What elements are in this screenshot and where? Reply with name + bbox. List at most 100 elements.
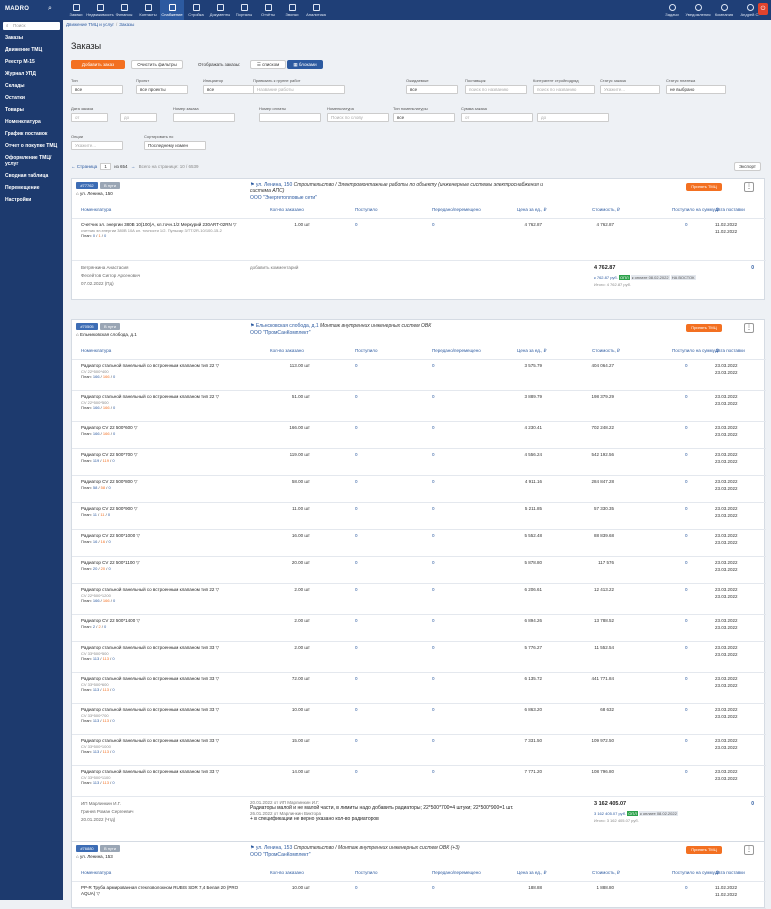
filter-input[interactable]: не выбрано bbox=[666, 85, 726, 94]
filter-input[interactable]: от bbox=[71, 113, 108, 122]
nav-item-9[interactable]: Звонки bbox=[280, 0, 304, 20]
order-number-badge[interactable]: #77762 bbox=[76, 182, 98, 189]
project-name[interactable]: ул. Ленина, 150 bbox=[255, 182, 293, 188]
sidebar-item[interactable]: Склады bbox=[5, 83, 25, 89]
item-moved[interactable]: 0 bbox=[432, 769, 435, 774]
nav-item-4[interactable]: Снабжение bbox=[160, 0, 184, 20]
item-paid[interactable]: 0 bbox=[685, 885, 688, 890]
item-paid[interactable]: 0 bbox=[685, 707, 688, 712]
order-number-badge[interactable]: #76880 bbox=[76, 845, 98, 852]
item-paid[interactable]: 0 bbox=[685, 645, 688, 650]
item-paid[interactable]: 0 bbox=[685, 506, 688, 511]
logout-icon[interactable]: ⏻ bbox=[758, 3, 768, 15]
nav-item-8[interactable]: Отчёты bbox=[256, 0, 280, 20]
sidebar-item[interactable]: Реестр М-15 bbox=[5, 59, 35, 65]
item-received[interactable]: 0 bbox=[355, 394, 358, 399]
sidebar-item[interactable]: Движение ТМЦ bbox=[5, 47, 43, 53]
item-name[interactable]: Радиатор CV 22 500*900 bbox=[81, 506, 133, 511]
item-received[interactable]: 0 bbox=[355, 587, 358, 592]
item-name[interactable]: Радиатор стальной панельный со встроенны… bbox=[81, 587, 215, 592]
item-paid[interactable]: 0 bbox=[685, 560, 688, 565]
item-received[interactable]: 0 bbox=[355, 885, 358, 890]
item-received[interactable]: 0 bbox=[355, 560, 358, 565]
item-paid[interactable]: 0 bbox=[685, 533, 688, 538]
item-name[interactable]: Радиатор стальной панельный со встроенны… bbox=[81, 363, 215, 368]
project-name[interactable]: Ельнсковская слобода, д.1 bbox=[255, 323, 319, 329]
nav-item-3[interactable]: Контакты bbox=[136, 0, 160, 20]
item-name[interactable]: Радиатор CV 22 500*1000 bbox=[81, 533, 136, 538]
item-moved[interactable]: 0 bbox=[432, 645, 435, 650]
item-received[interactable]: 0 bbox=[355, 738, 358, 743]
item-paid[interactable]: 0 bbox=[685, 452, 688, 457]
project-name[interactable]: ул. Ленина, 153 bbox=[255, 845, 293, 851]
nav-item-1[interactable]: Недвижимость bbox=[86, 0, 114, 20]
item-moved[interactable]: 0 bbox=[432, 425, 435, 430]
filter-input[interactable]: Последнему измен bbox=[144, 141, 206, 150]
sidebar-item[interactable]: Настройки bbox=[5, 197, 32, 203]
item-received[interactable]: 0 bbox=[355, 479, 358, 484]
order-project[interactable]: ⚑ ул. Ленина, 153 Строительство / Монтаж… bbox=[250, 845, 550, 851]
order-organization[interactable]: ООО "ПромСанКомплект" bbox=[250, 852, 311, 858]
filter-input[interactable]: Укажите... bbox=[71, 141, 123, 150]
sidebar-item[interactable]: Отчет о покупке ТМЦ bbox=[5, 143, 58, 149]
more-actions-icon[interactable]: ⋮ bbox=[744, 323, 754, 333]
nav-item-2[interactable]: Финансы bbox=[112, 0, 136, 20]
item-moved[interactable]: 0 bbox=[432, 707, 435, 712]
nav-item-10[interactable]: Аналитика bbox=[304, 0, 328, 20]
item-moved[interactable]: 0 bbox=[432, 676, 435, 681]
item-received[interactable]: 0 bbox=[355, 645, 358, 650]
export-button[interactable]: Экспорт bbox=[734, 162, 761, 171]
item-paid[interactable]: 0 bbox=[685, 394, 688, 399]
sidebar-item[interactable]: Заказы bbox=[5, 35, 24, 41]
item-received[interactable]: 0 bbox=[355, 363, 358, 368]
more-actions-icon[interactable]: ⋮ bbox=[744, 845, 754, 855]
item-received[interactable]: 0 bbox=[355, 452, 358, 457]
sidebar-item[interactable]: Журнал УПД bbox=[5, 71, 36, 77]
filter-input[interactable]: все bbox=[406, 85, 458, 94]
accept-goods-button[interactable]: Принять ТМЦ bbox=[686, 324, 722, 332]
item-moved[interactable]: 0 bbox=[432, 479, 435, 484]
filter-input[interactable]: поиск по названию bbox=[533, 85, 595, 94]
right-nav-item-2[interactable]: Компания bbox=[711, 0, 737, 20]
item-paid[interactable]: 0 bbox=[685, 587, 688, 592]
item-moved[interactable]: 0 bbox=[432, 560, 435, 565]
filter-input[interactable]: до bbox=[537, 113, 609, 122]
display-blocks-button[interactable]: ▦ блоками bbox=[287, 60, 323, 69]
item-name[interactable]: Радиатор CV 22 500*1100 bbox=[81, 560, 135, 565]
item-received[interactable]: 0 bbox=[355, 769, 358, 774]
next-page-button[interactable]: → bbox=[130, 164, 136, 169]
search-icon[interactable]: ⌕ bbox=[48, 5, 52, 12]
item-name[interactable]: Радиатор стальной панельный со встроенны… bbox=[81, 769, 215, 774]
nav-item-6[interactable]: Документы bbox=[208, 0, 232, 20]
item-received[interactable]: 0 bbox=[355, 425, 358, 430]
item-name[interactable]: PP-R Труба армированная стекловолокном R… bbox=[81, 885, 239, 896]
order-organization[interactable]: ООО "Энергетопловые сети" bbox=[250, 195, 317, 201]
order-project[interactable]: ⚑ Ельнсковская слобода, д.1 Монтаж внутр… bbox=[250, 323, 550, 329]
item-paid[interactable]: 0 bbox=[685, 222, 688, 227]
filter-input[interactable] bbox=[259, 113, 321, 122]
item-name[interactable]: Радиатор стальной панельный со встроенны… bbox=[81, 394, 215, 399]
page-number-input[interactable]: 1 bbox=[100, 163, 111, 170]
item-moved[interactable]: 0 bbox=[432, 506, 435, 511]
payment-amount[interactable]: 3 162 405.07 руб. bbox=[594, 811, 627, 816]
item-paid[interactable]: 0 bbox=[685, 363, 688, 368]
breadcrumb-link[interactable]: Движение ТМЦ и услуг bbox=[66, 22, 115, 27]
accept-goods-button[interactable]: Принять ТМЦ bbox=[686, 846, 722, 854]
right-nav-item-0[interactable]: Задачи bbox=[659, 0, 685, 20]
item-moved[interactable]: 0 bbox=[432, 587, 435, 592]
prev-page-button[interactable]: ← Страница bbox=[71, 164, 98, 169]
filter-input[interactable]: от bbox=[461, 113, 533, 122]
item-paid[interactable]: 0 bbox=[685, 676, 688, 681]
item-paid[interactable]: 0 bbox=[685, 618, 688, 623]
item-name[interactable]: Радиатор CV 22 500*600 bbox=[81, 425, 133, 430]
sidebar-item[interactable]: Перемещение bbox=[5, 185, 40, 191]
filter-input[interactable]: Укажите... bbox=[600, 85, 660, 94]
sidebar-item[interactable]: Сводная таблица bbox=[5, 173, 49, 179]
item-received[interactable]: 0 bbox=[355, 707, 358, 712]
item-name[interactable]: Радиатор стальной панельный со встроенны… bbox=[81, 676, 215, 681]
item-paid[interactable]: 0 bbox=[685, 479, 688, 484]
filter-input[interactable]: все bbox=[71, 85, 123, 94]
filter-input[interactable]: все проекты bbox=[136, 85, 188, 94]
payment-amount[interactable]: к 762.87 руб. bbox=[594, 275, 618, 280]
sidebar-item[interactable]: Оформление ТМЦ/ услуг bbox=[5, 155, 52, 167]
